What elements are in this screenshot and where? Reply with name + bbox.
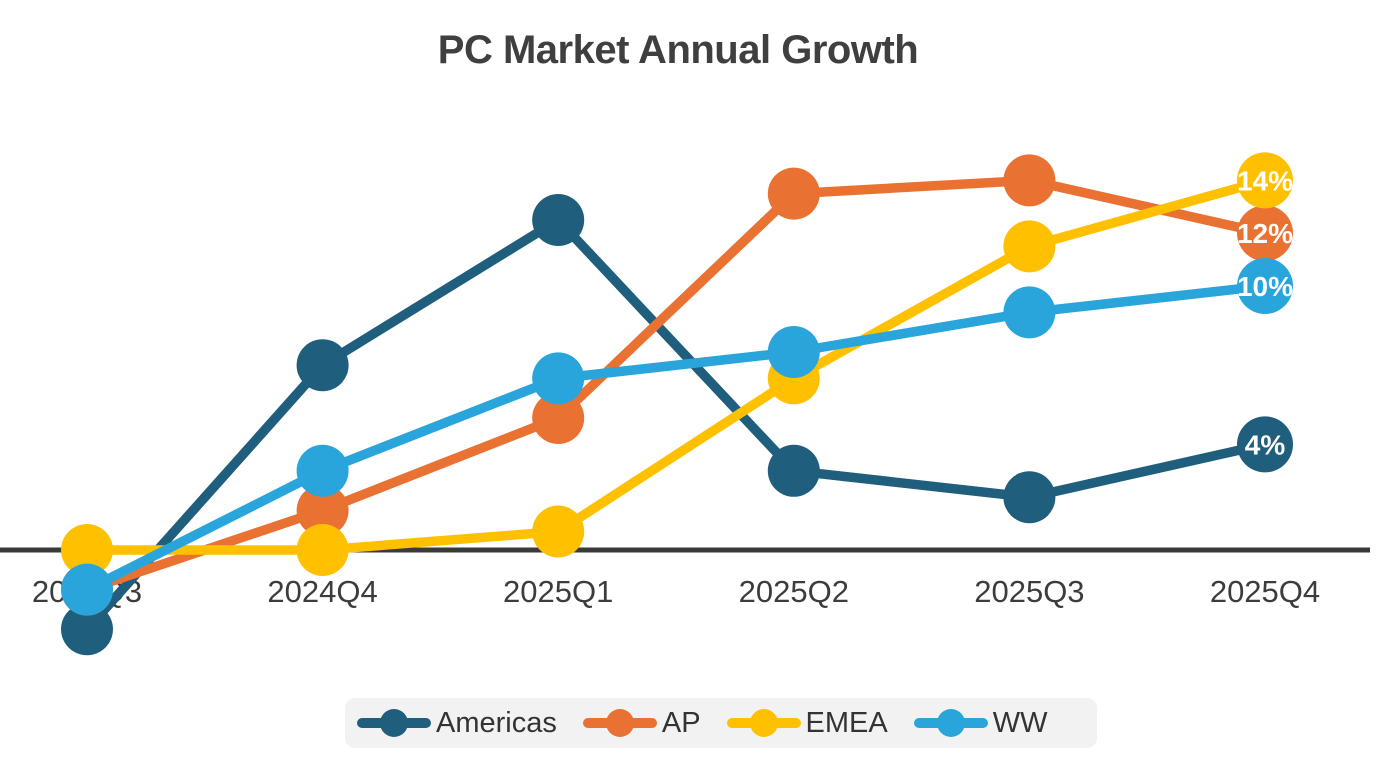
data-point-emea-2024Q4 xyxy=(296,524,349,576)
series-line-emea xyxy=(82,175,1270,555)
x-axis-label: 2025Q2 xyxy=(739,574,849,609)
data-point-ww-2024Q4 xyxy=(296,444,349,497)
series-line-ww xyxy=(82,281,1270,595)
data-point-ap-2025Q2 xyxy=(767,167,820,220)
x-axis-label: 2024Q4 xyxy=(267,574,377,609)
legend-marker-icon xyxy=(913,709,988,737)
legend-marker-icon xyxy=(726,709,801,737)
chart-canvas: 2024Q32024Q42025Q12025Q22025Q32025Q44%12… xyxy=(0,152,1370,656)
legend: Americas AP EMEA WW xyxy=(345,698,1097,748)
data-point-ap-2025Q4 xyxy=(1237,205,1293,262)
legend-label-americas: Americas xyxy=(436,706,557,739)
data-point-emea-2025Q1 xyxy=(532,505,585,558)
legend-item-americas: Americas xyxy=(357,707,557,740)
legend-item-ap: AP xyxy=(582,706,701,740)
data-point-ap-2024Q4 xyxy=(296,484,349,537)
series-line-ap xyxy=(82,175,1270,595)
data-point-emea-2024Q3 xyxy=(61,524,113,576)
x-axis-label: 2025Q4 xyxy=(1210,574,1320,609)
data-point-ww-2025Q3 xyxy=(1003,286,1056,339)
legend-marker-icon xyxy=(357,709,431,737)
data-point-americas-2025Q3 xyxy=(1003,471,1056,524)
data-point-emea-2025Q4 xyxy=(1237,152,1293,209)
data-point-americas-2025Q4 xyxy=(1237,416,1293,473)
data-label-americas: 4% xyxy=(1245,429,1286,460)
data-point-ww-2025Q4 xyxy=(1237,258,1293,314)
x-axis-label: 2025Q3 xyxy=(974,574,1084,609)
data-label-ww: 10% xyxy=(1237,271,1293,302)
data-point-ww-2025Q1 xyxy=(532,352,585,405)
data-point-americas-2025Q1 xyxy=(532,194,585,246)
series-line-americas xyxy=(82,215,1270,634)
legend-marker-icon xyxy=(582,709,657,737)
x-axis-label: 2025Q1 xyxy=(503,574,613,609)
legend-label-emea: EMEA xyxy=(805,706,888,739)
data-label-ap: 12% xyxy=(1237,218,1293,249)
chart-title: PC Market Annual Growth xyxy=(437,28,919,72)
data-point-ww-2024Q3 xyxy=(61,563,113,616)
legend-item-ww: WW xyxy=(913,706,1048,740)
data-point-ap-2025Q1 xyxy=(532,392,585,444)
data-point-ap-2025Q3 xyxy=(1003,154,1056,207)
data-point-americas-2024Q4 xyxy=(296,339,349,392)
data-point-americas-2024Q3 xyxy=(61,603,113,656)
legend-label-ww: WW xyxy=(992,706,1048,739)
legend-label-ap: AP xyxy=(661,706,701,739)
data-point-emea-2025Q3 xyxy=(1003,220,1056,273)
data-label-emea: 14% xyxy=(1237,165,1293,196)
legend-item-emea: EMEA xyxy=(726,706,888,740)
data-point-ww-2025Q2 xyxy=(767,326,820,378)
data-point-americas-2025Q2 xyxy=(767,444,820,497)
